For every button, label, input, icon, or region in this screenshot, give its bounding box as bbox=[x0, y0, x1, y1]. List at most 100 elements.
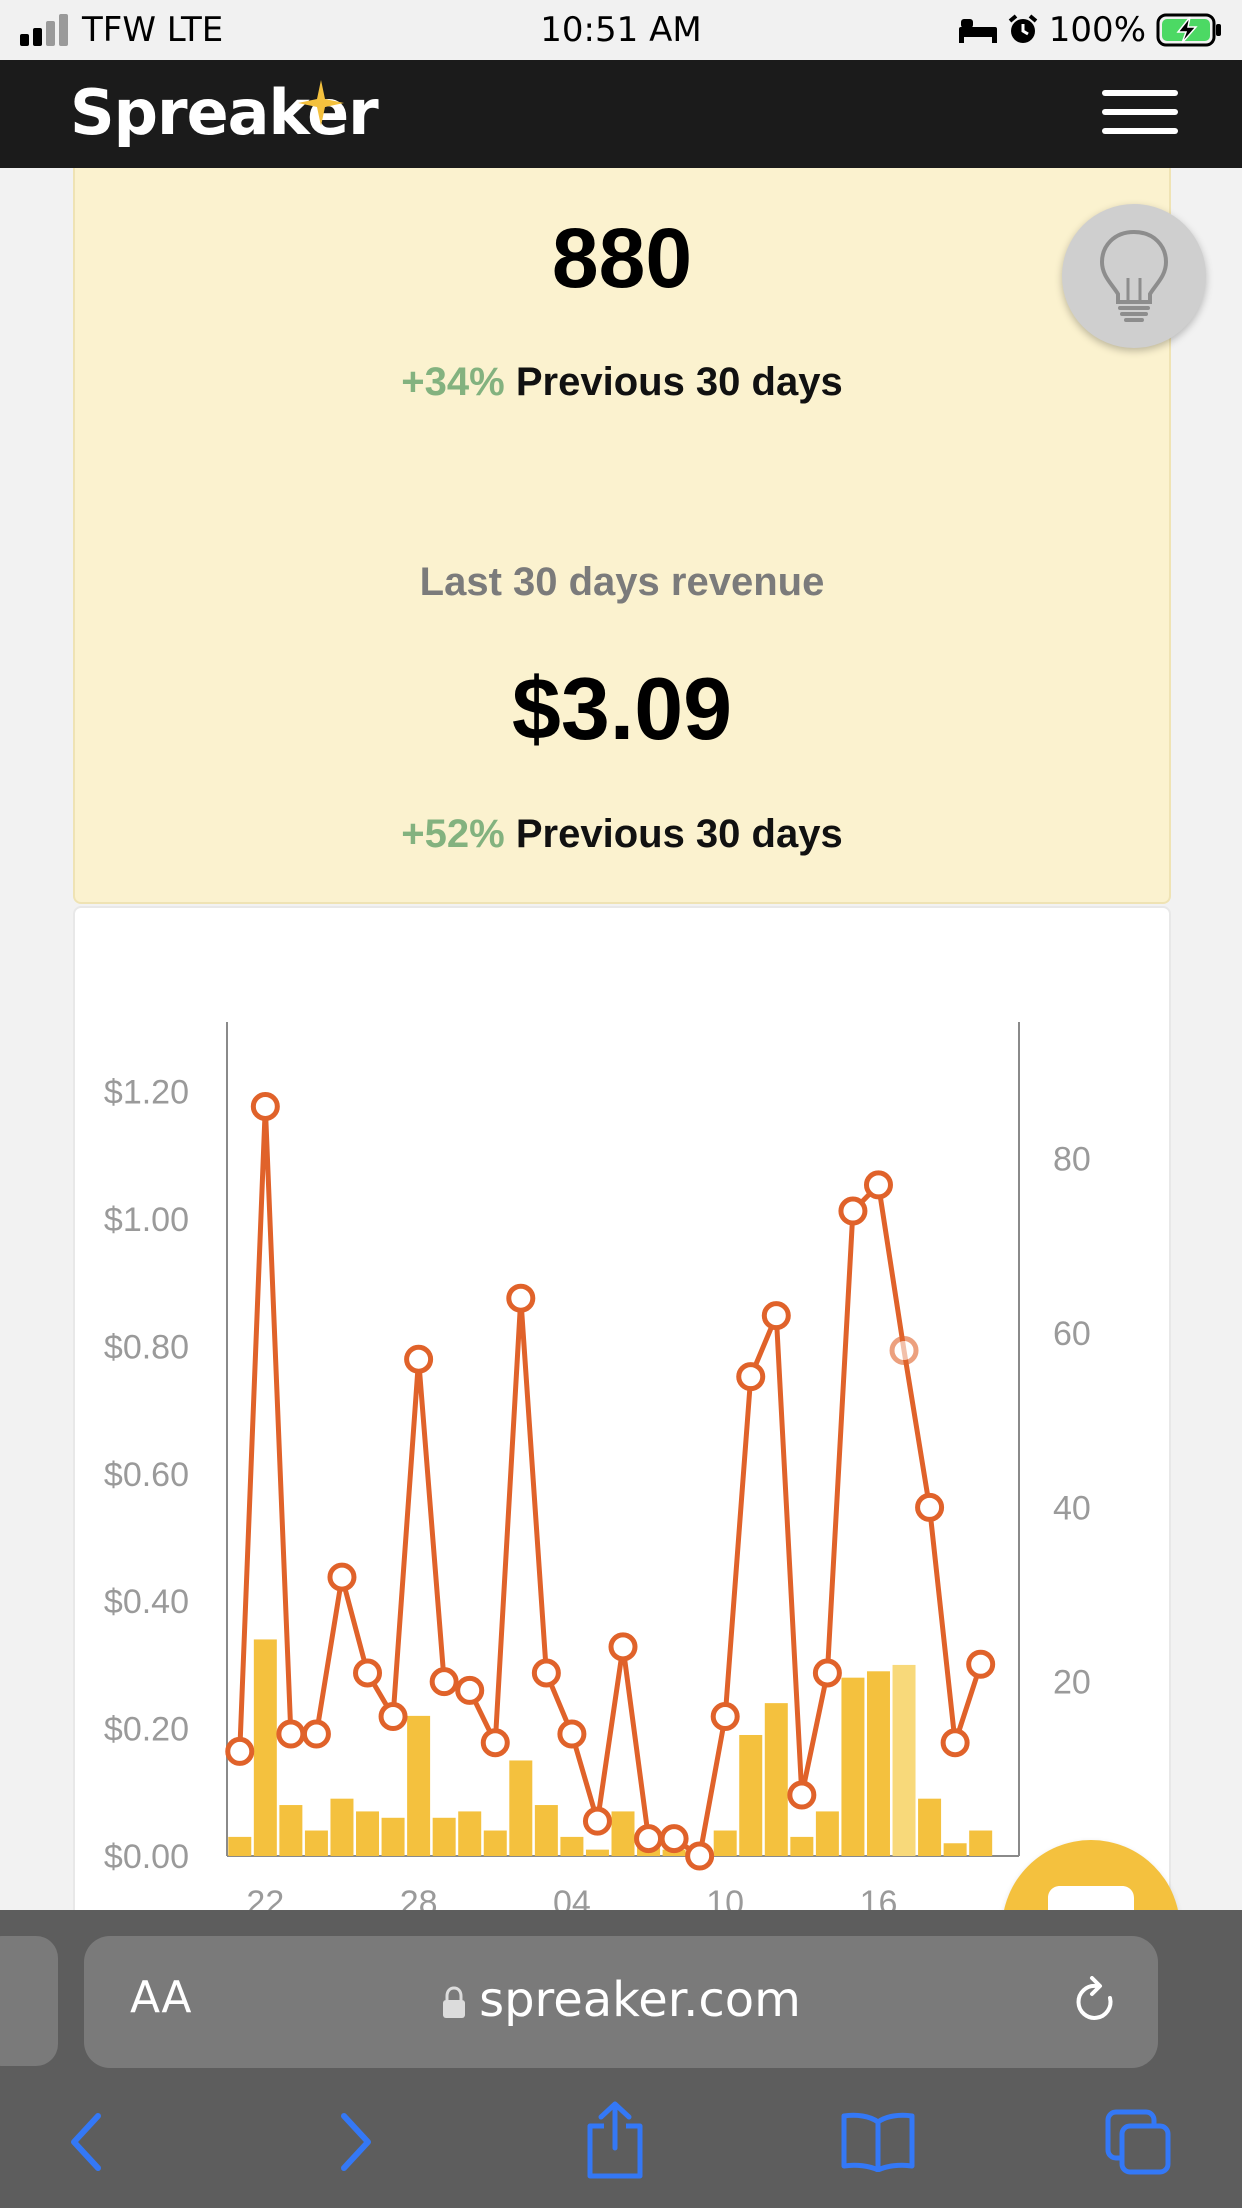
revenue-bar bbox=[304, 1830, 328, 1856]
impressions-point bbox=[608, 1632, 638, 1662]
alarm-icon bbox=[1008, 14, 1038, 43]
revenue-bar bbox=[739, 1734, 763, 1856]
impressions-point bbox=[787, 1780, 817, 1810]
bookmarks-icon[interactable] bbox=[840, 2112, 916, 2172]
left-axis-tick-label: $0.60 bbox=[104, 1456, 189, 1494]
analytics-chart-card: $0.00 $0.20 $0.40 $0.60 $0.80 $1.00 $1.20 20 40 6… bbox=[73, 906, 1171, 1910]
left-axis-tick-label: $0.80 bbox=[104, 1328, 189, 1366]
right-axis-tick-label: 20 bbox=[1053, 1664, 1091, 1702]
revenue-bar bbox=[585, 1849, 609, 1856]
impressions-point bbox=[327, 1562, 357, 1592]
impressions-point bbox=[557, 1719, 587, 1749]
url-display[interactable]: spreaker.com bbox=[84, 1972, 1158, 2028]
page-content: 880 +34% Previous 30 days Last 30 days r… bbox=[0, 168, 1242, 1910]
revenue-bar bbox=[458, 1811, 482, 1856]
impressions-point bbox=[685, 1841, 715, 1871]
revenue-label: Last 30 days revenue bbox=[419, 560, 825, 604]
revenue-delta-percent: +52% bbox=[401, 812, 505, 856]
text-size-label: AA bbox=[130, 1972, 192, 2023]
x-axis-tick-day: 10 bbox=[706, 1884, 744, 1910]
clock: 10:51 AM bbox=[540, 10, 702, 50]
battery-charging-icon bbox=[1156, 13, 1221, 47]
revenue-total: $3.09 bbox=[511, 659, 733, 758]
revenue-bar bbox=[560, 1836, 584, 1856]
logo-star-icon bbox=[298, 80, 344, 126]
impressions-point bbox=[531, 1658, 561, 1688]
text-size-button[interactable]: AA bbox=[130, 1972, 191, 2023]
stats-card: 880 +34% Previous 30 days Last 30 days r… bbox=[73, 168, 1171, 904]
reload-icon[interactable] bbox=[1070, 1976, 1120, 2030]
back-icon[interactable] bbox=[66, 2110, 106, 2174]
impressions-point bbox=[736, 1362, 766, 1392]
lightbulb-icon bbox=[1099, 229, 1169, 322]
tips-button[interactable] bbox=[1062, 204, 1206, 348]
left-axis-tick-label: $0.40 bbox=[104, 1583, 189, 1621]
impressions-total: 880 bbox=[551, 211, 693, 305]
impressions-point bbox=[455, 1675, 485, 1705]
right-axis-tick-label: 40 bbox=[1053, 1489, 1091, 1527]
lock-icon bbox=[443, 1986, 466, 2018]
menu-bar bbox=[1102, 109, 1178, 115]
right-axis-tick-label: 80 bbox=[1053, 1141, 1091, 1179]
revenue-bar bbox=[534, 1805, 558, 1856]
revenue-delta-label: Previous 30 days bbox=[515, 812, 843, 856]
safari-toolbar: AA spreaker.com bbox=[0, 1910, 1242, 2208]
status-bar: TFW LTE 10:51 AM 100% bbox=[0, 0, 1242, 60]
impressions-point bbox=[710, 1702, 740, 1732]
share-icon[interactable] bbox=[584, 2100, 646, 2180]
x-axis-tick-day: 16 bbox=[860, 1884, 898, 1910]
impressions-point bbox=[838, 1196, 868, 1226]
impressions-point bbox=[480, 1728, 510, 1758]
revenue-bar bbox=[892, 1664, 916, 1856]
battery-percent: 100% bbox=[1048, 10, 1146, 50]
impressions-delta: +34% Previous 30 days bbox=[75, 360, 1169, 405]
impressions-point bbox=[404, 1344, 434, 1374]
revenue-impressions-chart: $0.00 $0.20 $0.40 $0.60 $0.80 $1.00 $1.20 20 40 6… bbox=[104, 1022, 1091, 1910]
impressions-point bbox=[634, 1824, 664, 1854]
revenue-bar bbox=[253, 1639, 277, 1856]
revenue-bar bbox=[764, 1703, 788, 1856]
revenue-bar bbox=[943, 1843, 967, 1856]
revenue-bar bbox=[815, 1811, 839, 1856]
revenue-bar bbox=[918, 1798, 942, 1856]
revenue-bar bbox=[713, 1830, 737, 1856]
x-axis-tick-day: 22 bbox=[246, 1884, 284, 1910]
impressions-point bbox=[429, 1667, 459, 1697]
revenue-bar bbox=[330, 1798, 354, 1856]
hamburger-menu-button[interactable] bbox=[1102, 90, 1178, 136]
revenue-delta: +52% Previous 30 days bbox=[75, 812, 1169, 857]
revenue-bar bbox=[356, 1811, 380, 1856]
impressions-point bbox=[966, 1649, 996, 1679]
chat-icon bbox=[1048, 1886, 1134, 1910]
left-axis-tick-label: $0.00 bbox=[104, 1838, 189, 1876]
revenue-bar bbox=[611, 1811, 635, 1856]
revenue-bar bbox=[279, 1805, 303, 1856]
impressions-point bbox=[812, 1658, 842, 1688]
previous-tab-preview[interactable] bbox=[0, 1936, 58, 2066]
menu-bar bbox=[1102, 128, 1178, 134]
revenue-bar bbox=[432, 1817, 456, 1856]
tabs-icon[interactable] bbox=[1104, 2108, 1174, 2178]
carrier-label: TFW LTE bbox=[82, 10, 224, 50]
impressions-point bbox=[378, 1702, 408, 1732]
x-axis-tick-day: 28 bbox=[400, 1884, 438, 1910]
revenue-bar bbox=[509, 1760, 533, 1856]
left-axis-tick-label: $0.20 bbox=[104, 1711, 189, 1749]
spreaker-logo[interactable]: Spreaker bbox=[70, 76, 379, 149]
address-bar[interactable]: AA spreaker.com bbox=[84, 1936, 1158, 2068]
revenue-bar bbox=[228, 1836, 252, 1856]
impressions-point bbox=[250, 1091, 280, 1121]
revenue-bar bbox=[866, 1671, 890, 1856]
impressions-point bbox=[889, 1335, 919, 1365]
impressions-point bbox=[659, 1824, 689, 1854]
revenue-bar bbox=[969, 1830, 993, 1856]
left-axis-tick-label: $1.00 bbox=[104, 1201, 189, 1239]
impressions-point bbox=[353, 1658, 383, 1688]
impressions-point bbox=[225, 1736, 255, 1766]
left-axis-tick-label: $1.20 bbox=[104, 1074, 189, 1112]
impressions-point bbox=[301, 1719, 331, 1749]
impressions-point bbox=[761, 1301, 791, 1331]
menu-bar bbox=[1102, 90, 1178, 96]
signal-icon bbox=[20, 14, 68, 46]
forward-icon[interactable] bbox=[336, 2110, 376, 2174]
